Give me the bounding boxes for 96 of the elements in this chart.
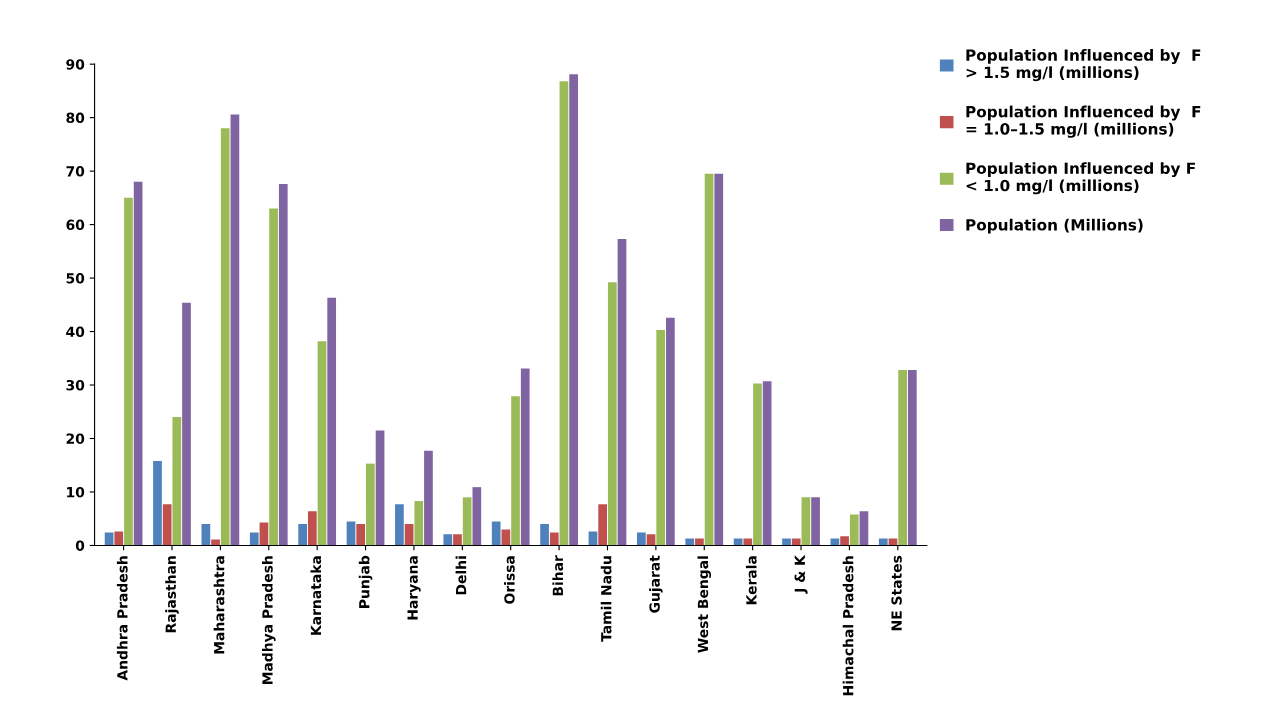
bar [782, 538, 791, 546]
x-tick-label: West Bengal [697, 556, 712, 653]
legend-label: Population Influenced by F = 1.0–1.5 mg/l (millions) [966, 105, 1201, 138]
legend-label: Population Influenced by F > 1.5 mg/l (millions) [966, 49, 1201, 82]
bar [317, 341, 327, 546]
x-tick-label: Tamil Nadu [600, 556, 612, 642]
bar [704, 173, 714, 546]
bar [230, 114, 240, 546]
bar [907, 370, 917, 546]
bar [646, 534, 656, 546]
bar [733, 538, 743, 546]
bar [637, 532, 646, 546]
bar [414, 501, 424, 546]
bar [114, 531, 124, 546]
bar [453, 534, 462, 546]
bar [762, 381, 772, 546]
bar [172, 417, 182, 546]
bar [666, 317, 675, 546]
bar [540, 524, 549, 546]
bar [840, 536, 849, 546]
bar [878, 538, 888, 546]
bar [569, 74, 578, 546]
legend-label: Population Influenced by F < 1.0 mg/l (millions) [966, 162, 1195, 195]
bar [743, 538, 753, 546]
bar [511, 396, 520, 546]
bar [598, 504, 607, 546]
bar [366, 463, 375, 546]
bar [162, 504, 172, 546]
bar [859, 511, 869, 546]
bar [443, 534, 453, 546]
x-tick-label: Maharashtra [213, 556, 225, 654]
bar [607, 282, 617, 546]
y-tick-label: 40 [66, 326, 85, 338]
y-tick-label: 20 [66, 433, 85, 444]
bar [356, 524, 366, 546]
bar [201, 524, 211, 546]
bar [753, 383, 762, 546]
bar [617, 239, 627, 546]
bar [133, 181, 143, 546]
bar [153, 460, 162, 546]
x-tick-label: Punjab [358, 555, 373, 608]
x-tick-label: Orissa [503, 556, 515, 604]
bar [307, 511, 317, 546]
bar [656, 329, 666, 546]
bar [830, 538, 840, 546]
x-tick-label: Bihar [552, 555, 564, 596]
y-tick-label: 50 [66, 273, 85, 284]
bar [811, 497, 820, 546]
x-tick-label: Andhra Pradesh [116, 556, 128, 681]
bar [685, 538, 695, 546]
x-tick-label: Gujarat [649, 555, 663, 613]
x-tick-label: J & K [794, 554, 808, 594]
bar [424, 450, 433, 546]
bar [849, 514, 859, 546]
bar [520, 368, 530, 546]
y-tick-label: 10 [67, 486, 85, 498]
bar [346, 521, 356, 546]
x-tick-label: Haryana [407, 556, 421, 620]
y-tick-label: 30 [66, 379, 85, 391]
x-tick-label: Kerala [745, 556, 757, 605]
y-tick-label: 90 [66, 59, 85, 70]
bar [124, 197, 133, 546]
bar [695, 538, 704, 546]
bar [501, 529, 511, 546]
x-tick-label: Delhi [455, 556, 467, 595]
legend-label: Population (Millions) [966, 218, 1143, 234]
bar [298, 524, 307, 546]
y-tick-label: 60 [66, 219, 85, 231]
bar [259, 522, 269, 546]
bar [249, 532, 259, 546]
bar [278, 183, 288, 546]
y-tick-label: 0 [75, 540, 85, 551]
y-tick-label: 70 [66, 166, 85, 177]
bar [269, 208, 278, 546]
bar [462, 497, 472, 546]
bar [220, 128, 230, 546]
bar [182, 302, 191, 546]
x-tick-label: NE States [891, 555, 902, 631]
bar [898, 370, 907, 546]
bar [801, 497, 811, 546]
bar [395, 504, 404, 546]
bar [472, 487, 482, 546]
bar [491, 521, 501, 546]
x-tick-label: Himachal Pradesh [842, 556, 854, 696]
x-tick-label: Madhya Pradesh [261, 556, 276, 685]
x-tick-label: Rajasthan [165, 556, 179, 633]
bar [888, 538, 898, 546]
x-tick-label: Karnataka [310, 556, 322, 635]
bar [549, 532, 559, 546]
bar [559, 81, 569, 546]
bar [791, 538, 801, 546]
bar [714, 173, 724, 546]
bar [375, 430, 385, 546]
y-tick-label: 80 [66, 112, 85, 124]
bar [404, 524, 414, 546]
bar [327, 297, 337, 546]
